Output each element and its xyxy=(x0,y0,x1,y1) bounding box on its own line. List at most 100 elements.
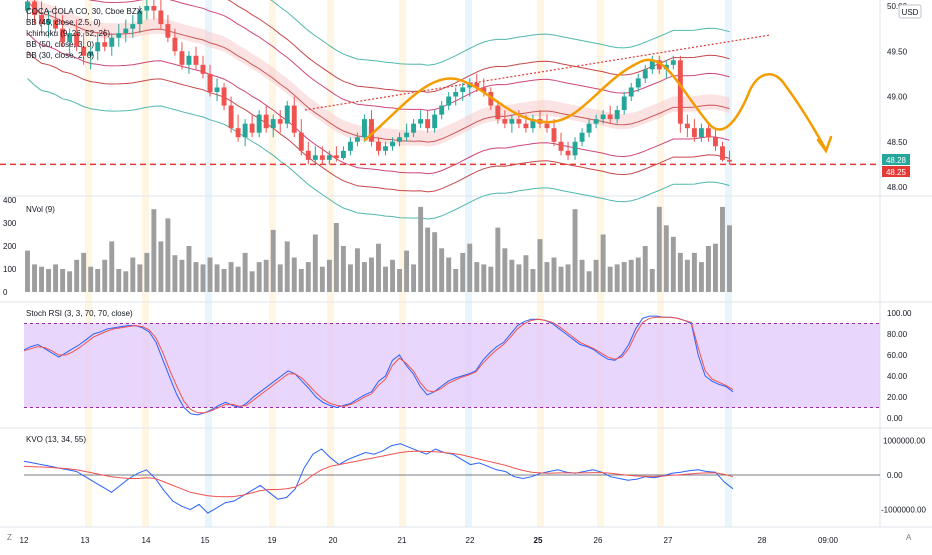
candle[interactable] xyxy=(446,96,452,106)
candle[interactable] xyxy=(235,128,241,138)
candle[interactable] xyxy=(270,119,276,129)
stoch-panel-label[interactable]: Stoch RSI (3, 3, 70, 70, close) xyxy=(26,309,133,318)
candle[interactable] xyxy=(397,137,403,142)
projection-curve[interactable] xyxy=(363,58,828,152)
candle[interactable] xyxy=(712,137,718,147)
candle[interactable] xyxy=(249,123,255,133)
candle[interactable] xyxy=(333,155,339,159)
zoom-button[interactable]: Z xyxy=(7,533,12,542)
candle[interactable] xyxy=(425,119,431,129)
candle[interactable] xyxy=(200,64,206,74)
candle[interactable] xyxy=(221,87,227,106)
volume-panel-label[interactable]: NVol (9) xyxy=(26,205,55,214)
candle[interactable] xyxy=(516,119,522,124)
candle[interactable] xyxy=(474,82,480,88)
candle[interactable] xyxy=(488,91,494,106)
candle[interactable] xyxy=(319,155,325,160)
auto-scale-button[interactable]: A xyxy=(906,533,912,542)
candle[interactable] xyxy=(727,159,732,162)
candle[interactable] xyxy=(60,28,66,43)
candle[interactable] xyxy=(130,24,136,29)
candle[interactable] xyxy=(347,141,353,151)
candle[interactable] xyxy=(705,128,711,138)
candle[interactable] xyxy=(116,33,122,38)
candle[interactable] xyxy=(284,105,290,124)
candle[interactable] xyxy=(558,141,564,151)
candle[interactable] xyxy=(263,114,269,129)
candle[interactable] xyxy=(95,42,101,52)
candle[interactable] xyxy=(495,105,501,120)
candle[interactable] xyxy=(698,128,704,138)
stoch-rsi-pane[interactable] xyxy=(23,315,880,416)
candle[interactable] xyxy=(593,119,599,124)
candle[interactable] xyxy=(404,132,410,138)
candle[interactable] xyxy=(523,123,529,129)
candle[interactable] xyxy=(326,155,332,160)
candle[interactable] xyxy=(635,78,641,88)
candle[interactable] xyxy=(354,137,360,142)
candle[interactable] xyxy=(418,119,424,124)
candle[interactable] xyxy=(649,60,655,70)
candle[interactable] xyxy=(53,19,59,29)
candle[interactable] xyxy=(172,37,178,52)
candle[interactable] xyxy=(144,6,150,11)
candle[interactable] xyxy=(362,119,367,138)
candle[interactable] xyxy=(684,123,690,129)
candle[interactable] xyxy=(39,15,45,25)
candle[interactable] xyxy=(242,123,248,138)
candle[interactable] xyxy=(256,114,262,133)
candle[interactable] xyxy=(411,123,417,133)
legend-bb50[interactable]: BB (50, close, 3, 0) xyxy=(26,40,94,49)
candle[interactable] xyxy=(186,55,192,65)
candle[interactable] xyxy=(158,10,164,25)
currency-label[interactable]: USD xyxy=(902,8,919,17)
candle[interactable] xyxy=(305,150,311,160)
candle[interactable] xyxy=(551,128,557,142)
candle[interactable] xyxy=(151,6,157,11)
price-pane[interactable] xyxy=(0,0,880,220)
candle[interactable] xyxy=(74,33,80,47)
candle[interactable] xyxy=(586,123,592,133)
currency-box[interactable] xyxy=(898,4,922,19)
candle[interactable] xyxy=(670,60,676,65)
candle[interactable] xyxy=(376,141,381,151)
candle[interactable] xyxy=(123,28,129,34)
candle[interactable] xyxy=(228,105,234,129)
candle[interactable] xyxy=(67,33,73,43)
candle[interactable] xyxy=(544,123,550,129)
candle[interactable] xyxy=(642,69,648,79)
candle[interactable] xyxy=(109,37,115,47)
candle[interactable] xyxy=(207,73,213,92)
candle[interactable] xyxy=(656,60,662,70)
kvo-panel-label[interactable]: KVO (13, 34, 55) xyxy=(26,435,86,444)
candle[interactable] xyxy=(298,132,304,151)
candle[interactable] xyxy=(628,87,634,97)
candle[interactable] xyxy=(291,105,297,133)
candle[interactable] xyxy=(81,46,87,56)
candle[interactable] xyxy=(607,114,613,120)
candle[interactable] xyxy=(32,1,37,16)
candle[interactable] xyxy=(509,119,515,124)
candle[interactable] xyxy=(102,42,108,47)
candle[interactable] xyxy=(383,146,388,151)
candle[interactable] xyxy=(214,87,220,92)
candle[interactable] xyxy=(502,119,508,124)
resistance-trendline[interactable] xyxy=(304,34,771,111)
candle[interactable] xyxy=(165,24,171,38)
candle[interactable] xyxy=(720,146,725,160)
candle[interactable] xyxy=(312,155,318,160)
candle[interactable] xyxy=(25,1,30,11)
candle[interactable] xyxy=(691,128,697,138)
legend-bb45[interactable]: BB (45, close, 2.5, 0) xyxy=(26,18,101,27)
candle[interactable] xyxy=(453,91,459,97)
candle[interactable] xyxy=(621,96,627,111)
projection-arrow[interactable] xyxy=(816,135,833,154)
candle[interactable] xyxy=(340,150,346,159)
candle[interactable] xyxy=(530,119,536,129)
candle[interactable] xyxy=(600,114,606,120)
candle[interactable] xyxy=(579,132,585,142)
candle[interactable] xyxy=(193,55,199,65)
candle[interactable] xyxy=(614,110,620,120)
candle[interactable] xyxy=(369,119,374,142)
